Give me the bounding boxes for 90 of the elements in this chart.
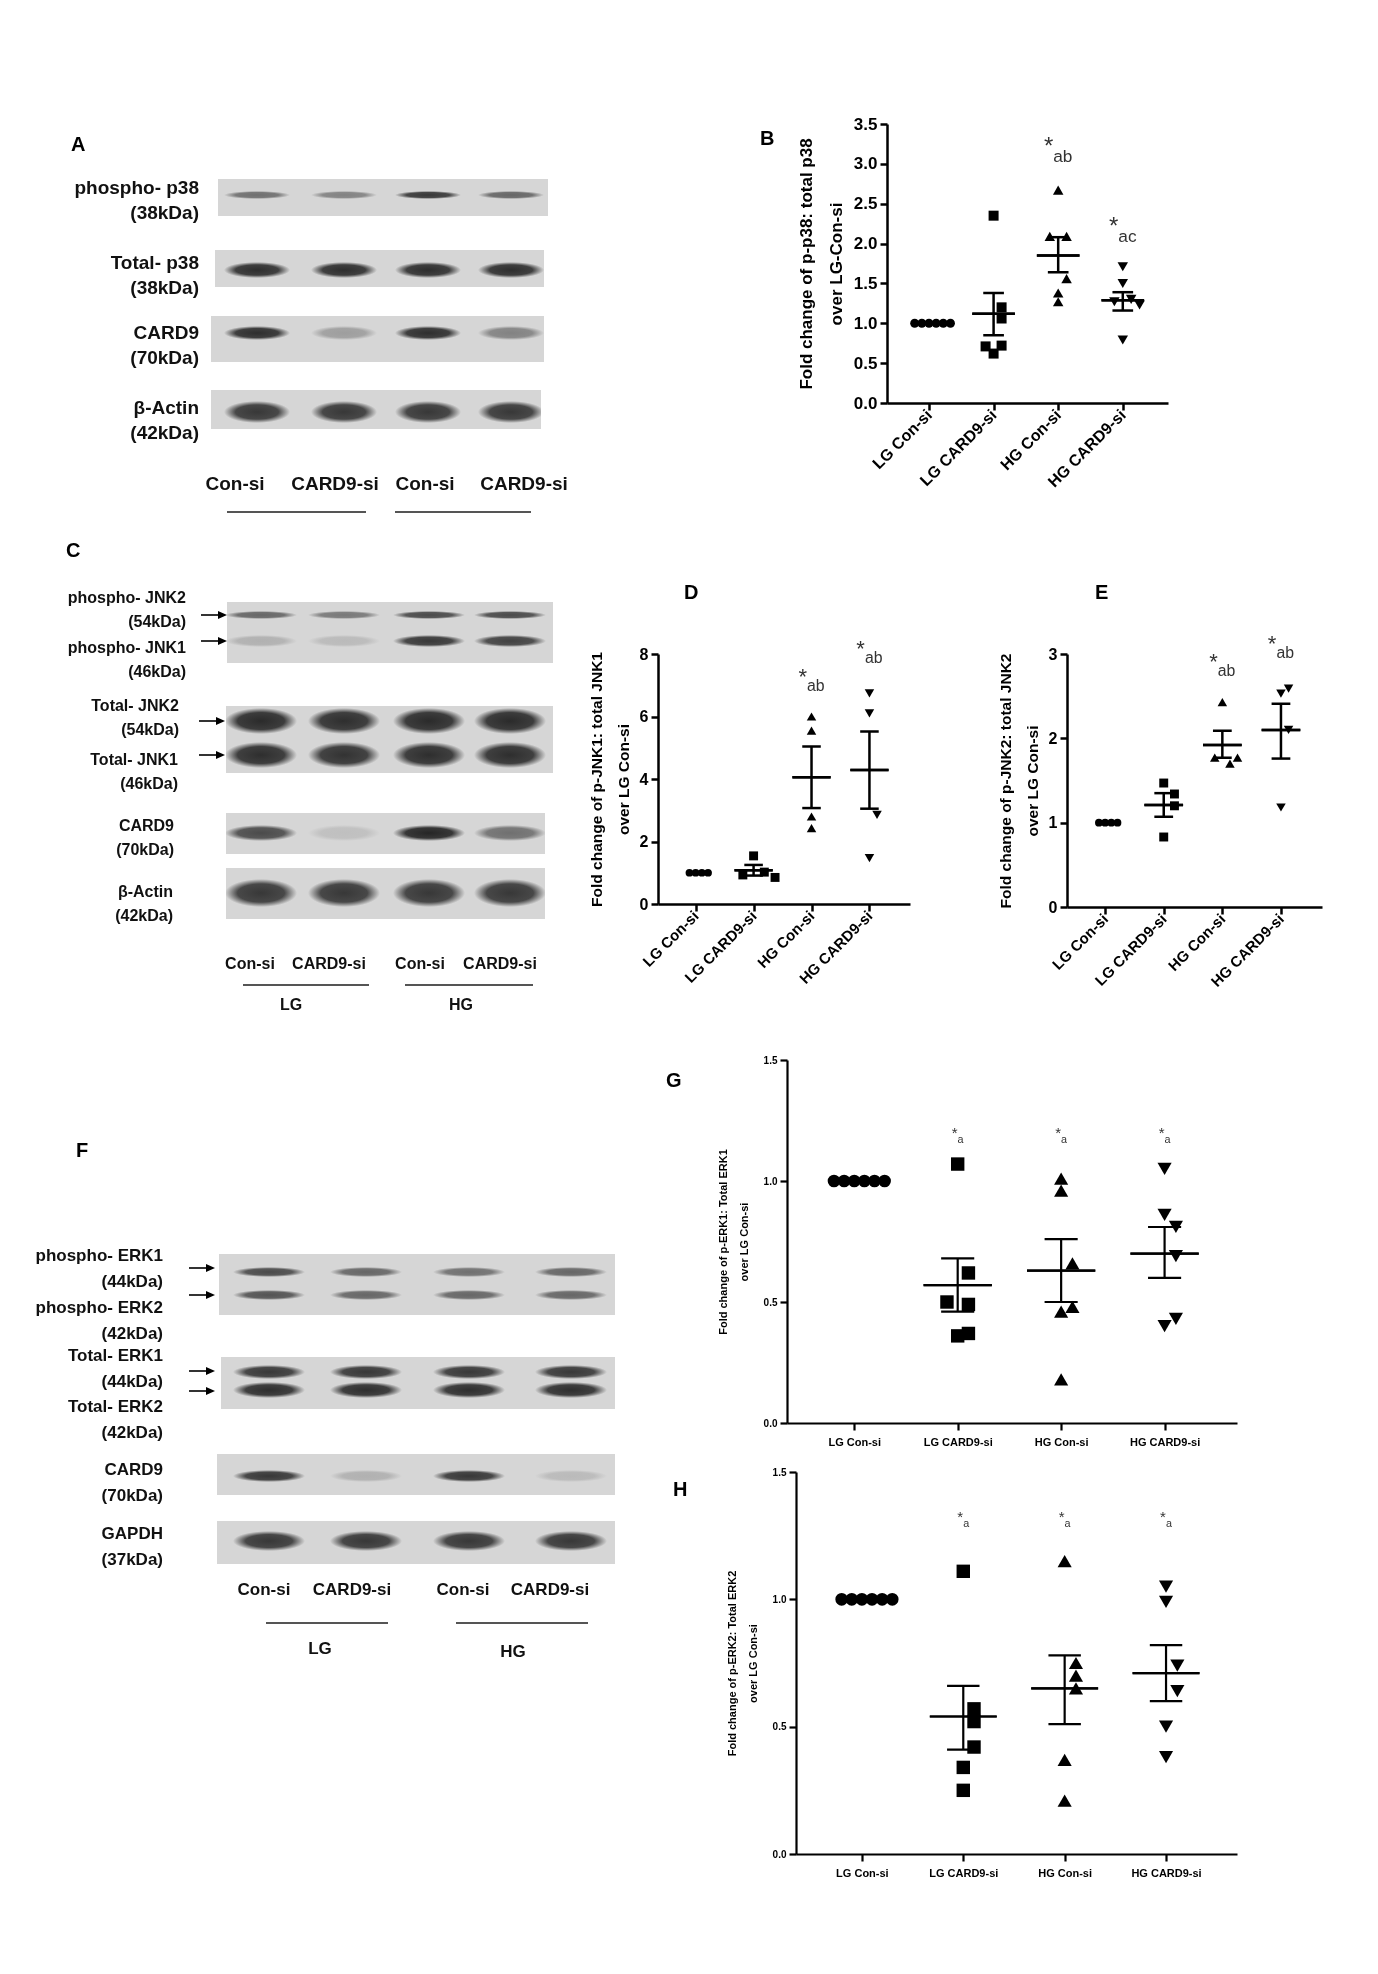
y-axis-title: Fold change of p-ERK2: Total ERK2 over LG Con-si bbox=[725, 1570, 759, 1757]
text: Total- ERK2 (42kDa) bbox=[67, 1396, 163, 1444]
text: Total- ERK1 (44kDa) bbox=[67, 1345, 163, 1393]
y-tick-label: 1.0 bbox=[853, 313, 878, 333]
y-tick-label: 0.5 bbox=[853, 353, 878, 373]
x-tick-label: HG Con-si bbox=[1034, 1435, 1089, 1448]
text: Total- JNK2 (54kDa) bbox=[91, 696, 179, 740]
text: A bbox=[71, 132, 86, 156]
y-tick-label: 6 bbox=[639, 708, 649, 725]
annotation: *$_{ab}$ bbox=[856, 636, 883, 667]
y-tick-label: 0.0 bbox=[763, 1417, 778, 1429]
text: C bbox=[66, 538, 81, 562]
y-axis-title: Fold change of p-JNK2: total JNK2 over LG Con-si bbox=[996, 653, 1041, 909]
annotation: *$_{ac}$ bbox=[1108, 212, 1137, 247]
text: F bbox=[76, 1138, 89, 1162]
x-tick-label: LG Con-si bbox=[828, 1435, 882, 1448]
x-tick-label: LG CARD9-si bbox=[923, 1435, 993, 1448]
text: HG bbox=[449, 995, 473, 1015]
annotation: *$_{a}$ bbox=[1158, 1124, 1171, 1146]
text: CARD9-si bbox=[510, 1579, 590, 1601]
annotation: *$_{ab}$ bbox=[798, 664, 825, 695]
chart-title: E bbox=[1095, 580, 1109, 604]
y-tick-label: 2 bbox=[1048, 729, 1058, 747]
annotation: *$_{ab}$ bbox=[1267, 631, 1295, 662]
text: CARD9-si bbox=[312, 1579, 392, 1601]
text: CARD9-si bbox=[463, 954, 537, 974]
y-tick-label: 4 bbox=[639, 770, 649, 788]
y-tick-label: 1.0 bbox=[763, 1175, 778, 1187]
y-tick-label: 1 bbox=[1048, 814, 1058, 832]
y-tick-label: 2.5 bbox=[853, 194, 878, 214]
x-tick-label: LG CARD9-si bbox=[929, 1866, 999, 1879]
y-tick-label: 1.5 bbox=[763, 1054, 778, 1066]
annotation: *$_{a}$ bbox=[1160, 1508, 1172, 1530]
text: CARD9 (70kDa) bbox=[116, 816, 174, 860]
annotation: *$_{a}$ bbox=[951, 1124, 964, 1146]
text: CARD9-si bbox=[480, 472, 568, 496]
y-tick-label: 8 bbox=[639, 645, 649, 663]
y-tick-label: 3.0 bbox=[853, 154, 878, 174]
annotation: *$_{a}$ bbox=[1058, 1508, 1071, 1530]
x-tick-label: HG Con-si bbox=[1038, 1866, 1093, 1879]
y-axis-title: Fold change of p-ERK1: Total ERK1 over LG Con-si bbox=[716, 1149, 750, 1335]
y-tick-label: 3 bbox=[1048, 645, 1058, 663]
annotation: *$_{a}$ bbox=[1055, 1124, 1068, 1146]
text: β-Actin (42kDa) bbox=[130, 396, 199, 445]
text: GAPDH (37kDa) bbox=[101, 1523, 163, 1571]
y-tick-label: 0.5 bbox=[772, 1721, 787, 1733]
x-tick-label: LG Con-si bbox=[836, 1866, 889, 1879]
y-tick-label: 0 bbox=[639, 895, 649, 913]
annotation: *$_{a}$ bbox=[957, 1508, 970, 1530]
text: Total- JNK1 (46kDa) bbox=[90, 750, 178, 794]
text: Con-si bbox=[237, 1579, 291, 1601]
y-tick-label: 0 bbox=[1048, 898, 1058, 916]
text: LG bbox=[308, 1638, 332, 1660]
text: phospho- ERK1 (44kDa) bbox=[35, 1245, 163, 1293]
y-tick-label: 0.0 bbox=[772, 1848, 787, 1860]
text: CARD9 (70kDa) bbox=[130, 321, 199, 370]
text: Con-si bbox=[436, 1579, 490, 1601]
chart-title: G bbox=[666, 1068, 682, 1092]
x-tick-label: HG CARD9-si bbox=[1129, 1435, 1201, 1448]
y-tick-label: 2 bbox=[639, 833, 649, 850]
y-tick-label: 0.0 bbox=[853, 393, 878, 413]
y-tick-label: 1.5 bbox=[853, 273, 878, 293]
y-axis-title: Fold change of p-JNK1: total JNK1 over LG Con-si bbox=[587, 651, 632, 907]
text: CARD9-si bbox=[291, 472, 379, 496]
text: phospho- JNK1 (46kDa) bbox=[67, 638, 186, 682]
text: phospho- ERK2 (42kDa) bbox=[35, 1297, 163, 1345]
text: CARD9 (70kDa) bbox=[101, 1459, 163, 1507]
chart-title: D bbox=[684, 580, 699, 604]
x-tick-label: HG CARD9-si bbox=[1131, 1866, 1202, 1879]
text: β-Actin (42kDa) bbox=[115, 882, 173, 926]
text: phospho- JNK2 (54kDa) bbox=[67, 588, 186, 632]
text: phospho- p38 (38kDa) bbox=[74, 176, 199, 225]
annotation: *$_{ab}$ bbox=[1209, 649, 1236, 680]
chart-title: B bbox=[760, 126, 775, 150]
text: Con-si bbox=[225, 954, 275, 974]
y-tick-label: 1.5 bbox=[772, 1466, 787, 1478]
chart-title: H bbox=[673, 1477, 688, 1501]
y-tick-label: 0.5 bbox=[763, 1296, 778, 1308]
y-tick-label: 2.0 bbox=[853, 234, 878, 254]
annotation: *$_{ab}$ bbox=[1043, 132, 1073, 167]
text: CARD9-si bbox=[292, 954, 366, 974]
text: Con-si bbox=[395, 954, 445, 974]
text: Con-si bbox=[395, 472, 455, 496]
text: Total- p38 (38kDa) bbox=[110, 251, 199, 300]
text: Con-si bbox=[205, 472, 265, 496]
y-tick-label: 1.0 bbox=[772, 1593, 787, 1605]
y-tick-label: 3.5 bbox=[853, 114, 878, 134]
text: LG bbox=[279, 995, 303, 1015]
text: HG bbox=[500, 1641, 526, 1663]
y-axis-title: Fold change of p-p38: total p38 over LG-Con-si bbox=[796, 138, 846, 390]
